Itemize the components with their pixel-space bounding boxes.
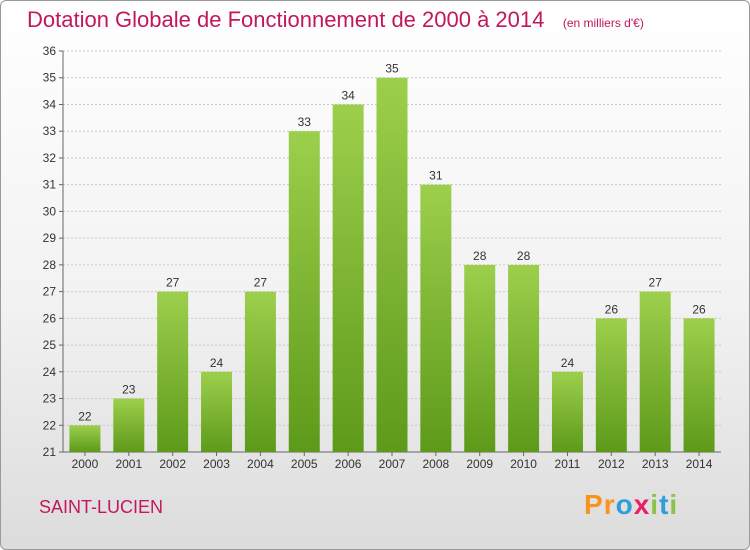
y-tick-label: 36	[43, 44, 57, 58]
bar-2007	[376, 77, 408, 452]
bar-2003	[201, 371, 233, 452]
proxiti-logo: Proxiti	[584, 489, 678, 521]
value-label-2001: 23	[122, 383, 136, 397]
y-tick-label: 26	[43, 311, 57, 325]
y-tick-label: 24	[43, 365, 57, 379]
value-label-2010: 28	[517, 249, 531, 263]
value-label-2008: 31	[429, 169, 443, 183]
x-tick-label-2000: 2000	[72, 457, 99, 471]
y-tick-label: 23	[43, 392, 57, 406]
y-tick-label: 27	[43, 285, 57, 299]
bar-2002	[157, 291, 189, 452]
bar-2010	[508, 264, 540, 452]
chart-title-block: Dotation Globale de Fonctionnement de 20…	[27, 7, 644, 33]
y-tick-label: 32	[43, 151, 57, 165]
value-label-2005: 33	[298, 115, 312, 129]
bar-2001	[113, 398, 145, 452]
commune-name: SAINT-LUCIEN	[39, 497, 164, 517]
logo-letter: t	[659, 489, 670, 520]
y-tick-label: 28	[43, 258, 57, 272]
y-tick-label: 35	[43, 71, 57, 85]
bar-2000	[69, 425, 101, 452]
x-tick-label-2011: 2011	[555, 457, 581, 471]
x-tick-label-2002: 2002	[159, 457, 186, 471]
value-label-2004: 27	[254, 276, 268, 290]
x-tick-label-2013: 2013	[642, 457, 669, 471]
bar-2012	[595, 318, 627, 452]
bar-2004	[244, 291, 276, 452]
value-label-2009: 28	[473, 249, 487, 263]
x-tick-label-2010: 2010	[510, 457, 537, 471]
y-tick-label: 29	[43, 231, 57, 245]
labels: 21 22 23 24 25 26 27 28 29 30 31 32 33 34 35 36 22 2000 23…	[43, 44, 713, 471]
y-tick-label: 30	[43, 204, 57, 218]
chart-title: Dotation Globale de Fonctionnement de 20…	[27, 7, 545, 32]
value-label-2000: 22	[78, 409, 92, 423]
logo-letter: i	[650, 489, 660, 520]
bar-2005	[288, 131, 320, 452]
x-tick-label-2014: 2014	[686, 457, 713, 471]
x-tick-label-2007: 2007	[379, 457, 406, 471]
bar-2006	[332, 104, 364, 452]
value-label-2003: 24	[210, 356, 224, 370]
value-label-2011: 24	[561, 356, 575, 370]
value-label-2007: 35	[385, 62, 399, 76]
x-tick-label-2008: 2008	[423, 457, 450, 471]
y-tick-label: 25	[43, 338, 57, 352]
y-tick-label: 31	[43, 178, 57, 192]
value-label-2006: 34	[341, 88, 355, 102]
value-label-2014: 26	[692, 302, 706, 316]
bar-2013	[639, 291, 671, 452]
logo-letter: r	[603, 489, 616, 520]
x-tick-label-2004: 2004	[247, 457, 274, 471]
bars	[69, 77, 715, 452]
x-tick-label-2003: 2003	[203, 457, 230, 471]
x-tick-label-2012: 2012	[598, 457, 625, 471]
y-tick-label: 21	[43, 445, 57, 459]
bar-2008	[420, 184, 452, 452]
x-tick-label-2009: 2009	[466, 457, 493, 471]
x-tick-label-2006: 2006	[335, 457, 362, 471]
logo-letter: P	[584, 489, 604, 520]
logo-letter: x	[633, 489, 651, 520]
bar-2009	[464, 264, 496, 452]
y-tick-label: 33	[43, 124, 57, 138]
logo-letter: o	[615, 489, 634, 520]
logo-letter: i	[669, 489, 679, 520]
y-tick-label: 22	[43, 418, 57, 432]
value-label-2013: 27	[649, 276, 663, 290]
value-label-2012: 26	[605, 302, 619, 316]
chart-unit: (en milliers d'€)	[562, 16, 644, 30]
x-tick-label-2001: 2001	[115, 457, 142, 471]
value-label-2002: 27	[166, 276, 180, 290]
bar-2014	[683, 318, 715, 452]
bar-2011	[551, 371, 583, 452]
y-tick-label: 34	[43, 97, 57, 111]
x-tick-label-2005: 2005	[291, 457, 318, 471]
